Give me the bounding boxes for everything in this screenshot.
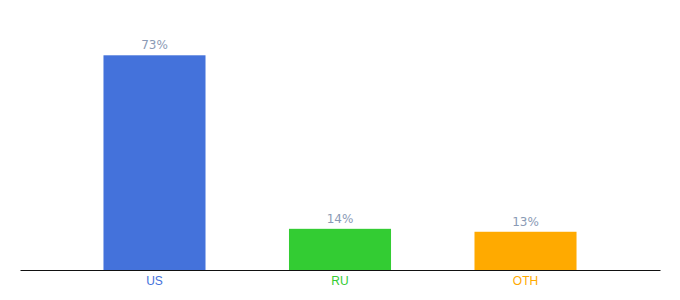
x-axis: US RU OTH [21, 271, 661, 288]
data-label: 13% [512, 215, 539, 229]
data-label: 73% [141, 38, 168, 52]
x-axis-line [21, 270, 661, 271]
plot: US RU OTH 73% 14% 13% [21, 38, 661, 287]
x-tick-label: US [146, 274, 163, 288]
data-labels: 73% 14% 13% [141, 38, 539, 228]
bar [474, 232, 576, 270]
x-tick: OTH [513, 274, 538, 288]
bar [289, 229, 391, 270]
bars [103, 55, 576, 270]
bar [103, 55, 205, 270]
chart: US RU OTH 73% 14% 13% [0, 0, 680, 300]
x-tick: US [146, 274, 163, 288]
data-label: 14% [327, 212, 354, 226]
x-tick-label: RU [331, 274, 348, 288]
x-tick-label: OTH [513, 274, 538, 288]
x-tick: RU [331, 274, 348, 288]
